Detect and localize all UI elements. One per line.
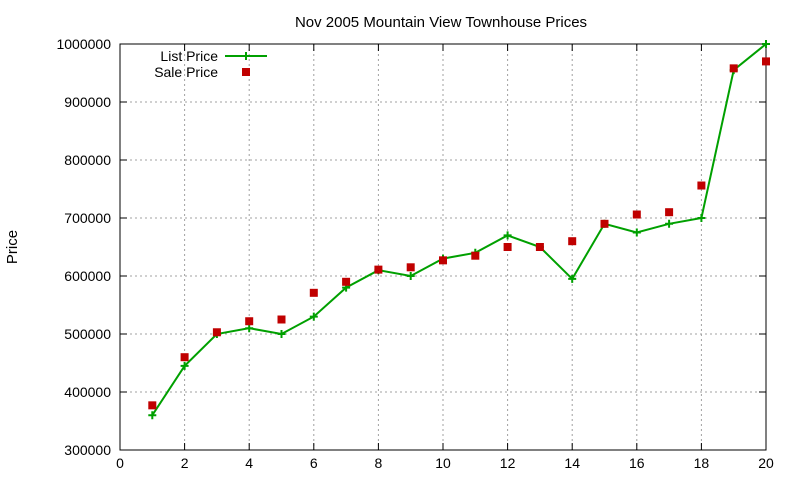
data-point — [245, 317, 254, 326]
chart-title: Nov 2005 Mountain View Townhouse Prices — [295, 14, 587, 31]
data-point — [342, 277, 351, 286]
data-point — [406, 263, 415, 272]
data-point — [180, 361, 189, 370]
data-point — [309, 288, 318, 297]
data-point — [406, 272, 415, 280]
data-point — [309, 312, 318, 321]
y-tick-label: 500000 — [64, 326, 111, 342]
x-tick-label: 6 — [310, 455, 318, 471]
legend-marker — [242, 52, 250, 60]
data-point — [665, 219, 674, 228]
x-tick-label: 2 — [181, 455, 189, 471]
x-tick-label: 14 — [564, 455, 580, 471]
x-tick-label: 12 — [500, 455, 516, 471]
y-tick-label: 700000 — [64, 210, 111, 226]
y-tick-label: 800000 — [64, 152, 111, 168]
x-tick-label: 20 — [758, 455, 774, 471]
y-tick-label: 1000000 — [56, 36, 111, 52]
data-point — [245, 324, 254, 333]
legend-square-swatch — [242, 68, 250, 76]
data-point — [212, 328, 221, 337]
legend-label: List Price — [160, 48, 218, 64]
data-point — [439, 256, 447, 265]
data-point — [762, 40, 770, 48]
data-point — [180, 353, 189, 362]
x-tick-label: 8 — [375, 455, 383, 471]
data-point — [632, 210, 641, 219]
x-tick-label: 16 — [629, 455, 645, 471]
data-point — [568, 237, 577, 246]
series-list-price — [148, 40, 770, 420]
data-point — [697, 214, 706, 222]
x-tick-label: 18 — [694, 455, 710, 471]
legend-label: Sale Price — [154, 64, 218, 80]
data-point — [277, 315, 286, 324]
data-point — [600, 219, 609, 228]
x-tick-label: 10 — [435, 455, 451, 471]
data-point — [148, 411, 157, 420]
data-point — [374, 265, 383, 274]
data-point — [148, 401, 157, 410]
y-tick-label: 400000 — [64, 384, 111, 400]
grid — [120, 44, 766, 450]
data-point — [471, 251, 480, 260]
x-axis: 0 2 4 6 8 10 12 14 16 18 20 — [116, 44, 774, 471]
y-tick-label: 600000 — [64, 268, 111, 284]
data-point — [632, 228, 641, 237]
x-tick-label: 4 — [245, 455, 253, 471]
data-point — [503, 231, 512, 240]
data-point — [277, 330, 286, 338]
data-point — [568, 274, 577, 283]
y-tick-label: 900000 — [64, 94, 111, 110]
series-layer — [148, 40, 770, 420]
y-axis-label: Price — [4, 230, 21, 264]
x-tick-label: 0 — [116, 455, 124, 471]
y-axis: 300000 400000 500000 600000 700000 800000 9000… — [56, 36, 766, 458]
data-point — [762, 57, 770, 66]
data-point — [697, 181, 706, 190]
y-tick-label: 300000 — [64, 442, 111, 458]
data-point — [503, 243, 512, 251]
series-sale-price — [148, 57, 770, 410]
data-point — [729, 64, 738, 73]
data-point — [535, 243, 544, 251]
data-point — [665, 208, 674, 217]
series-line — [151, 43, 767, 416]
